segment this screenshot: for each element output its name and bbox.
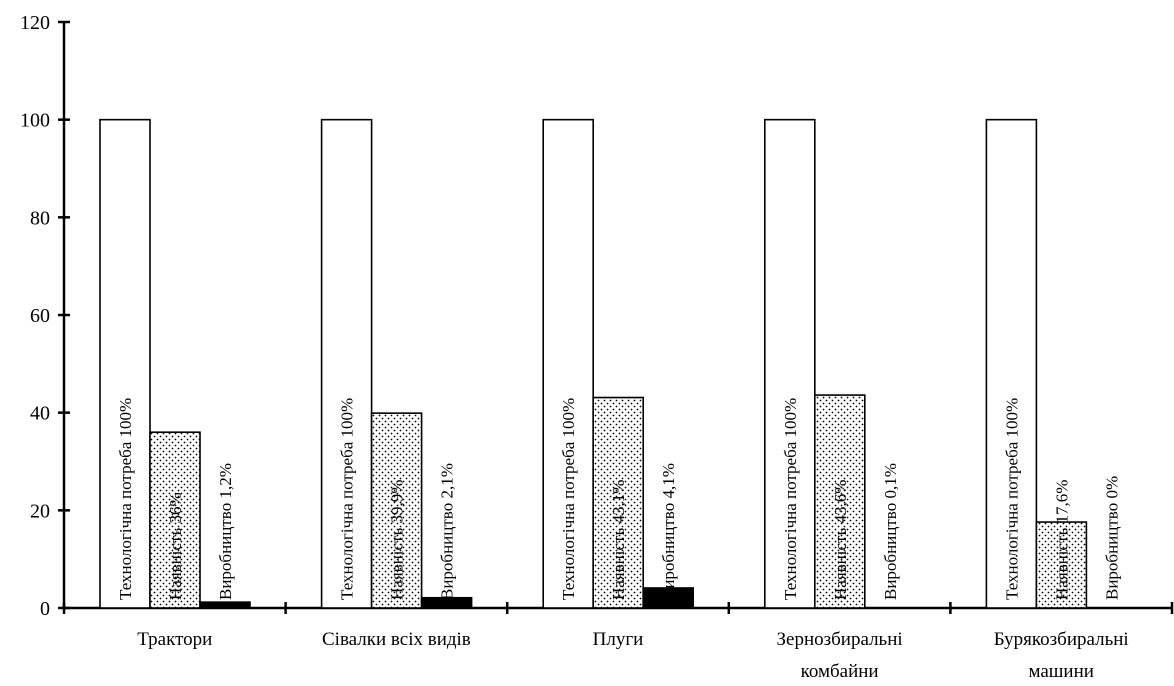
category-label: Трактори xyxy=(137,629,212,650)
labels: Технологічна потреба 100% Технологічна по… xyxy=(116,398,1129,682)
bar-3-3 xyxy=(642,587,695,609)
bar-1-3 xyxy=(199,601,251,609)
bar-data-label: Наявність 39,9% xyxy=(388,480,407,600)
bar-data-label: Технологічна потреба 100% xyxy=(338,398,357,600)
bar-data-label: Наявність 17,6% xyxy=(1052,480,1071,600)
y-tick-label: 0 xyxy=(40,598,50,620)
bar-3-2 xyxy=(592,396,645,609)
bar-4-1 xyxy=(763,118,816,609)
category-label: Зернозбиральні xyxy=(777,629,903,650)
bar-data-label: Виробництво 4,1% xyxy=(659,463,678,600)
bar-5-2 xyxy=(1035,521,1088,609)
y-tick-label: 120 xyxy=(20,12,50,34)
bar-3-1 xyxy=(542,118,595,609)
bar-data-label: Технологічна потреба 100% xyxy=(559,398,578,600)
bar-data-label: Виробництво 2,1% xyxy=(438,463,457,600)
category-label: Плуги xyxy=(593,629,644,650)
bar-data-label: Наявність 43,6% xyxy=(831,480,850,600)
bar-4-2 xyxy=(813,394,866,609)
y-tick-label: 20 xyxy=(30,500,50,522)
bar-data-label: Наявність 43,1% xyxy=(609,480,628,600)
bar-data-label: Технологічна потреба 100% xyxy=(116,398,135,600)
bar-2-2 xyxy=(370,412,423,609)
category-label: Бурякозбиральні xyxy=(994,629,1129,650)
bar-data-label: Виробництво 0,1% xyxy=(881,463,900,600)
y-tick-label: 80 xyxy=(30,207,50,229)
bar-1-2 xyxy=(149,431,201,609)
category-label: машини xyxy=(1028,661,1093,682)
y-tick-label: 100 xyxy=(20,110,50,132)
bar-data-label: Виробництво 1,2% xyxy=(216,463,235,600)
category-label: комбайни xyxy=(801,661,879,682)
bar-1-1 xyxy=(99,118,151,609)
bar-data-label: Технологічна потреба 100% xyxy=(1002,398,1021,600)
y-tick-label: 60 xyxy=(30,305,50,327)
bar-data-label: Наявність 36% xyxy=(166,492,185,600)
bar-data-label: Виробництво 0% xyxy=(1102,476,1121,600)
bars xyxy=(99,118,1088,609)
y-tick-label: 40 xyxy=(30,403,50,425)
bar-data-label: Технологічна потреба 100% xyxy=(781,398,800,600)
bar-2-1 xyxy=(320,118,373,609)
bar-2-3 xyxy=(420,596,473,609)
category-label: Сівалки всіх видів xyxy=(322,629,471,650)
bar-5-1 xyxy=(985,118,1038,609)
